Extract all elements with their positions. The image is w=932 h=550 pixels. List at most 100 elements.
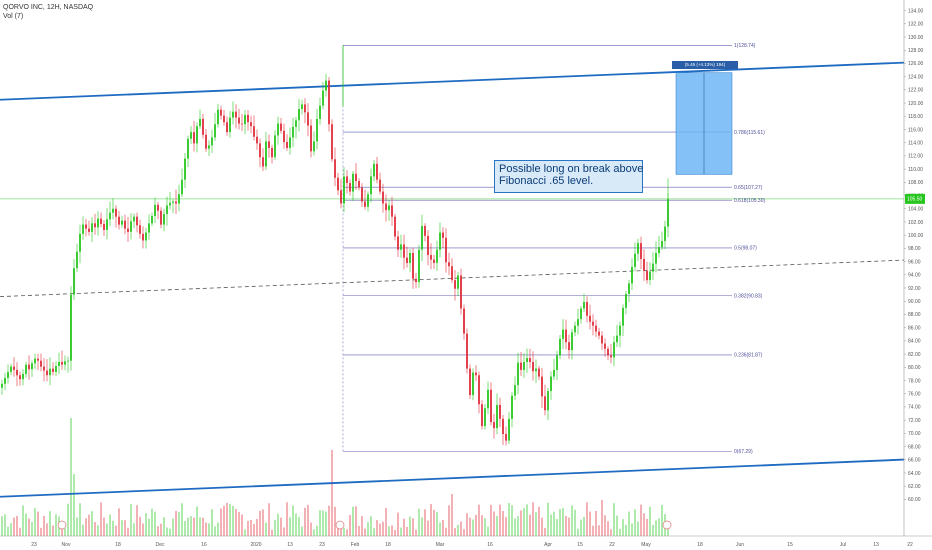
volume-bar	[628, 511, 630, 536]
candle-body	[307, 112, 309, 126]
volume-bar	[382, 521, 384, 536]
candle-body	[49, 368, 51, 376]
candle-body	[223, 115, 225, 123]
candle-body	[385, 203, 387, 211]
volume-bar	[82, 524, 84, 536]
candle-body	[493, 422, 495, 429]
candle-body	[172, 201, 174, 203]
volume-bar	[469, 517, 471, 536]
candle-body	[238, 117, 240, 124]
volume-bar	[22, 505, 24, 536]
volume-bar	[649, 506, 651, 536]
candle-body	[469, 368, 471, 396]
x-tick-label: 23	[319, 542, 325, 548]
candle-body	[625, 293, 627, 308]
annotation-callout[interactable]: Possible long on break above Fibonacci .…	[494, 160, 643, 193]
volume-bar	[151, 508, 153, 536]
volume-bar	[214, 526, 216, 536]
candle-body	[346, 176, 348, 184]
candle-body	[1, 383, 3, 388]
volume-bar	[289, 517, 291, 536]
candle-body	[277, 123, 279, 136]
candle-body	[430, 255, 432, 260]
fib-level-label: 0.786(115.61)	[734, 130, 765, 136]
candle-body	[511, 395, 513, 419]
volume-bar	[652, 525, 654, 536]
y-tick-label: 134.00	[908, 8, 924, 14]
candle-body	[313, 141, 315, 152]
candle-body	[169, 202, 171, 206]
volume-bar	[244, 529, 246, 536]
candle-body	[286, 142, 288, 148]
candle-body	[661, 241, 663, 248]
volume-bar	[514, 518, 516, 536]
candle-body	[505, 434, 507, 441]
candle-body	[547, 391, 549, 411]
candle-body	[79, 233, 81, 252]
y-tick-label: 122.00	[908, 88, 924, 94]
volume-bar	[577, 528, 579, 536]
candle-body	[196, 126, 198, 144]
y-tick-label: 60.00	[908, 497, 921, 503]
candle-body	[634, 253, 636, 267]
volume-bar	[130, 504, 132, 536]
volume-bar	[634, 509, 636, 536]
volume-bar	[55, 514, 57, 536]
volume-bar	[91, 511, 93, 536]
volume-bar	[28, 518, 30, 536]
volume-bar	[172, 518, 174, 536]
volume-bar	[274, 519, 276, 536]
volume-bar	[133, 523, 135, 536]
x-tick-label: Feb	[351, 542, 360, 548]
volume-bar	[334, 506, 336, 536]
volume-bar	[463, 529, 465, 536]
volume-bar	[205, 522, 207, 536]
earnings-marker	[335, 520, 345, 530]
candle-body	[265, 141, 267, 167]
candle-body	[586, 301, 588, 316]
candle-body	[163, 214, 165, 225]
volume-bar	[565, 515, 567, 536]
candle-body	[577, 319, 579, 326]
x-tick-label: 18	[115, 542, 121, 548]
volume-bar	[499, 504, 501, 536]
x-tick-label: 18	[697, 542, 703, 548]
candle-body	[478, 375, 480, 405]
fibonacci-retracement[interactable]: 1(128.74) 0.786(115.61) 0.65(107.27) 0.618(…	[342, 43, 765, 455]
volume-bar	[589, 511, 591, 536]
y-tick-label: 78.00	[908, 378, 921, 384]
volume-bar	[229, 504, 231, 536]
volume-bar	[181, 503, 183, 536]
volume-bar	[496, 516, 498, 536]
y-tick-label: 92.00	[908, 286, 921, 292]
volume-bar	[175, 510, 177, 536]
candle-body	[418, 249, 420, 283]
candle-body	[46, 370, 48, 376]
trendlines[interactable]	[0, 60, 932, 498]
volume-bar	[415, 529, 417, 536]
x-tick-label: 22	[907, 542, 913, 548]
volume-bar	[466, 513, 468, 536]
volume-bar	[475, 514, 477, 536]
candle-body	[103, 223, 105, 230]
price-axis[interactable]: 60.00 62.00 64.00 66.00 68.00 70.00 72.00 74.00…	[903, 0, 932, 550]
candle-body	[157, 204, 159, 211]
volume-bar	[385, 507, 387, 536]
volume-bar	[157, 526, 159, 536]
candle-body	[364, 201, 366, 207]
candle-body	[475, 372, 477, 376]
y-tick-label: 62.00	[908, 484, 921, 490]
candle-body	[31, 363, 33, 370]
x-tick-label: 16	[487, 542, 493, 548]
volume-bar	[49, 511, 51, 536]
candle-body	[121, 220, 123, 225]
volume-bar	[1, 516, 3, 536]
candle-body	[538, 368, 540, 377]
candle-body	[424, 225, 426, 236]
earnings-marker	[662, 520, 672, 530]
candle-body	[343, 176, 345, 204]
volume-bar	[601, 500, 603, 536]
target-box[interactable]	[675, 72, 733, 175]
time-axis[interactable]: 23 Nov 18 Dec 16 2020 13 23 Feb 18 Mar 16 Apr 15 22 May…	[0, 535, 932, 548]
